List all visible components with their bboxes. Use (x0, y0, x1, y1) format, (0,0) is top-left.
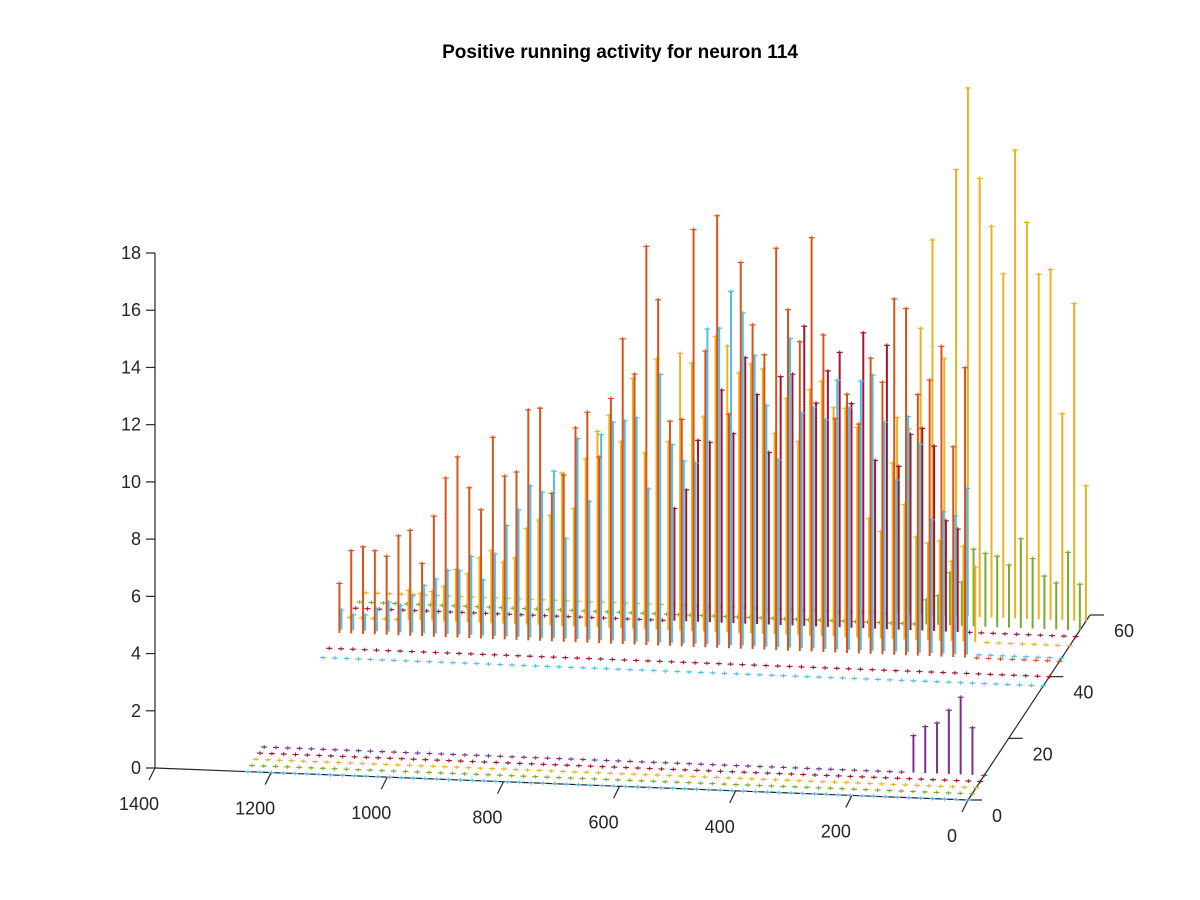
z-tick-label: 18 (121, 243, 141, 263)
x-tick-mark (961, 799, 969, 813)
x-tick-label: 400 (705, 817, 735, 837)
x-tick-label: 1200 (235, 799, 275, 819)
stem-series (338, 289, 1065, 661)
z-tick-label: 4 (131, 644, 141, 664)
z-tick-label: 16 (121, 300, 141, 320)
z-tick-label: 12 (121, 415, 141, 435)
stem-series (261, 695, 988, 778)
stem-series (352, 324, 1079, 639)
x-tick-label: 800 (472, 808, 502, 828)
x-tick-mark (264, 772, 272, 785)
x-tick-mark (729, 790, 737, 804)
stem-series (244, 769, 971, 802)
stem-series (346, 334, 1073, 648)
x-tick-mark (380, 776, 388, 790)
x-tick-label: 1400 (119, 794, 159, 814)
stem-series (362, 86, 1089, 622)
z-tick-label: 2 (131, 701, 141, 721)
z-tick-label: 0 (131, 758, 141, 778)
stem-series (336, 213, 1063, 664)
y-tick-label: 20 (1033, 744, 1053, 764)
x-tick-label: 1000 (351, 803, 391, 823)
x-tick-mark (496, 781, 504, 794)
z-tick-label: 6 (131, 586, 141, 606)
z-tick-label: 14 (121, 357, 141, 377)
y-tick-label: 40 (1073, 683, 1093, 703)
x-tick-label: 200 (821, 821, 851, 841)
x-tick-mark (845, 795, 853, 808)
x-axis-line (154, 767, 969, 801)
z-tick-label: 10 (121, 472, 141, 492)
x-tick-label: 600 (589, 812, 619, 832)
stem-series (253, 757, 980, 790)
y-tick-label: 60 (1114, 621, 1134, 641)
stem-series (257, 751, 984, 784)
chart-title: Positive running activity for neuron 114 (442, 42, 798, 63)
x-tick-mark (613, 786, 621, 799)
y-tick-label: 0 (992, 806, 1002, 826)
stem-series (356, 536, 1083, 631)
stem-series (320, 655, 1047, 688)
x-tick-label: 0 (947, 826, 957, 846)
stem-series (248, 763, 976, 796)
stems (244, 86, 1089, 802)
x-tick-mark (148, 767, 156, 781)
z-tick-label: 8 (131, 529, 141, 549)
stem-series (326, 646, 1053, 679)
